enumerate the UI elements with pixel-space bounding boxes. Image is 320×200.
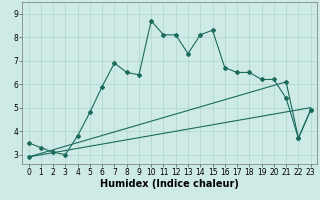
- X-axis label: Humidex (Indice chaleur): Humidex (Indice chaleur): [100, 179, 239, 189]
